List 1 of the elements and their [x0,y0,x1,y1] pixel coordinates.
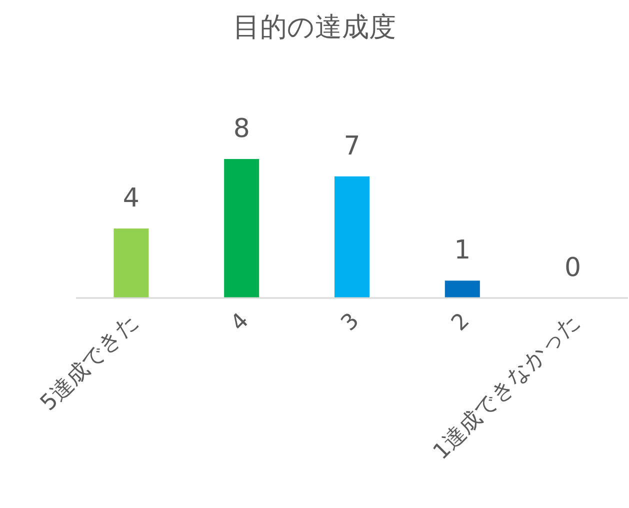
title: 目的の達成度 [233,12,396,43]
